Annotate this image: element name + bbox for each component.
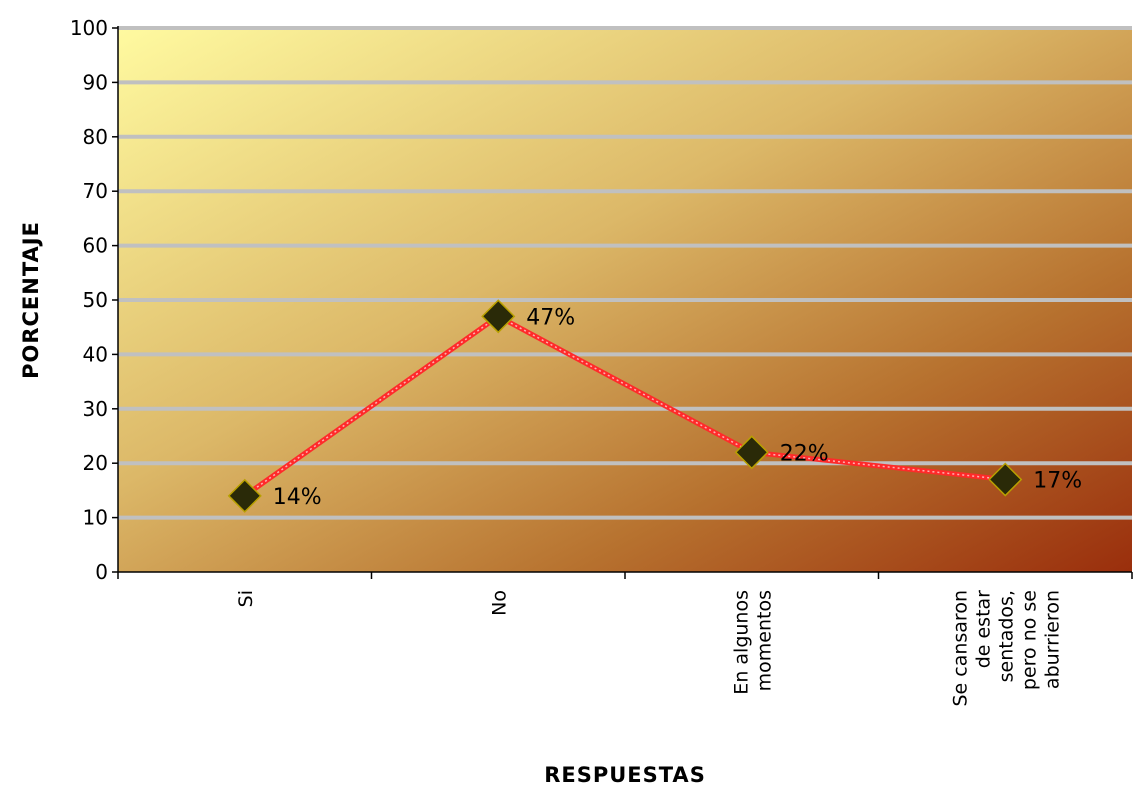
y-tick-label: 100	[70, 16, 108, 40]
x-tick-label: aburrieron	[1041, 590, 1063, 689]
series-markers	[227, 299, 1023, 513]
x-tick-label: momentos	[753, 590, 775, 691]
axes: 0 10 20 30 40 50 60 70 80 90 100 Si No En algunos mome…	[70, 16, 1133, 707]
x-tick-label: sentados,	[995, 590, 1017, 682]
y-tick-label: 40	[83, 342, 108, 366]
y-tick-label: 80	[83, 125, 108, 149]
data-label: 47%	[526, 305, 575, 330]
y-tick-label: 90	[83, 70, 108, 94]
x-tick-label: Se cansaron	[949, 590, 971, 707]
data-point-marker	[734, 435, 769, 470]
y-tick-label: 10	[83, 506, 108, 530]
data-point-marker	[988, 462, 1023, 497]
gridlines	[118, 26, 1132, 520]
y-tick-label: 70	[83, 179, 108, 203]
data-label: 14%	[273, 485, 322, 510]
x-axis-title: RESPUESTAS	[544, 763, 706, 787]
x-category-label: En algunos momentos	[730, 590, 775, 695]
y-tick-label: 50	[83, 288, 108, 312]
y-tick-label: 0	[95, 560, 108, 584]
data-point-marker	[227, 478, 262, 513]
series-line	[243, 313, 1006, 498]
data-label: 22%	[780, 441, 829, 466]
x-category-label: Se cansaron de estar sentados, pero no se ab…	[949, 590, 1063, 707]
data-label: 17%	[1033, 469, 1082, 494]
y-tick-label: 60	[83, 234, 108, 258]
x-tick-label: pero no se	[1018, 590, 1040, 690]
x-tick-label: No	[488, 590, 510, 616]
data-point-marker	[481, 299, 516, 334]
y-tick-label: 30	[83, 397, 108, 421]
y-axis-title: PORCENTAJE	[19, 221, 43, 379]
x-tick-label: de estar	[972, 590, 994, 668]
x-category-label: No	[488, 590, 510, 616]
x-tick-label: Si	[235, 590, 257, 607]
series-line-highlight	[244, 315, 1006, 497]
x-category-label: Si	[235, 590, 257, 607]
x-tick-label: En algunos	[730, 590, 752, 695]
data-labels: 14% 47% 22% 17%	[273, 305, 1082, 510]
y-tick-label: 20	[83, 451, 108, 475]
